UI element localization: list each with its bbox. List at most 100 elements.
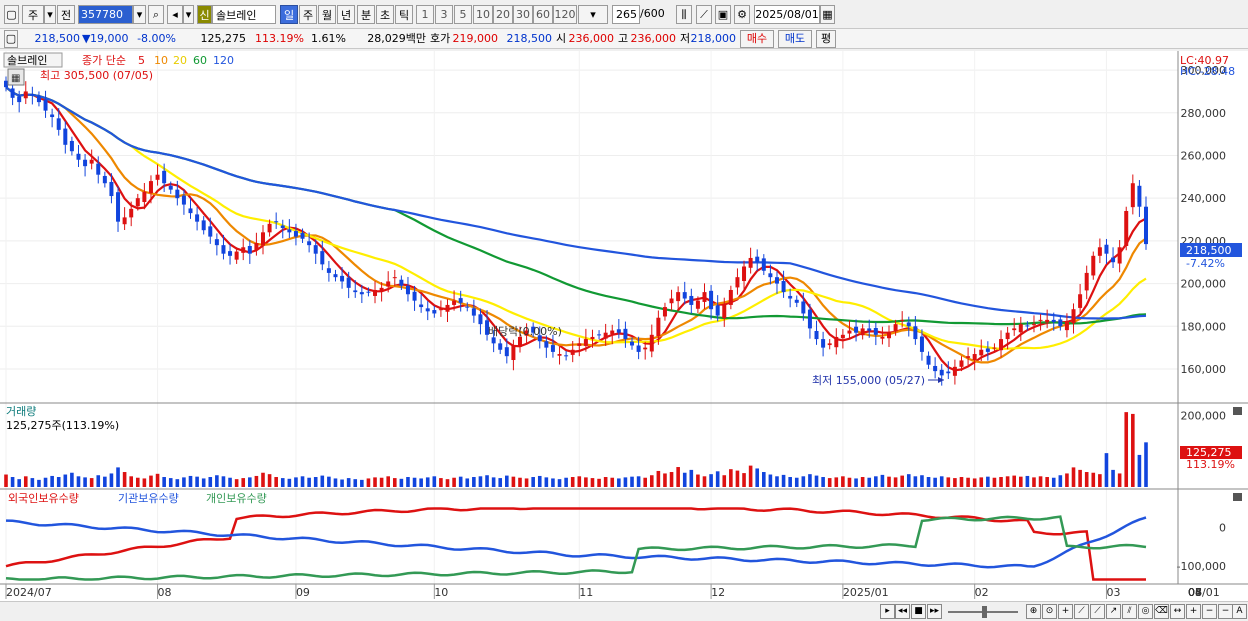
- interval-20[interactable]: 20: [493, 5, 513, 24]
- date-input[interactable]: 2025/08/01: [754, 5, 820, 24]
- font-size-icon[interactable]: A: [1232, 604, 1247, 619]
- chart-table-icon[interactable]: [7, 68, 25, 86]
- save-icon[interactable]: ▣: [715, 5, 731, 24]
- draw-tools-icon[interactable]: ⟋: [696, 5, 712, 24]
- candle-body: [50, 114, 55, 118]
- legend-stock-name[interactable]: 솔브레인: [7, 54, 47, 67]
- scroll-right-icon[interactable]: ▸: [880, 604, 895, 619]
- crosshair-icon[interactable]: +: [1058, 604, 1073, 619]
- legend-ma20[interactable]: 20: [173, 54, 187, 67]
- holding-line-0: [5, 507, 1146, 581]
- candle-body: [386, 281, 391, 287]
- pan-icon[interactable]: ↔: [1170, 604, 1185, 619]
- stock-code-input[interactable]: 357780: [78, 5, 133, 24]
- plus-icon[interactable]: +: [1186, 604, 1201, 619]
- zoom-in-icon[interactable]: ⊕: [1026, 604, 1041, 619]
- quote-toggle-icon[interactable]: ▢: [4, 30, 18, 48]
- interval-120[interactable]: 120: [553, 5, 577, 24]
- zoom-reset-icon[interactable]: ⊙: [1042, 604, 1057, 619]
- candle-body: [17, 96, 22, 103]
- candle-body: [854, 326, 859, 333]
- trendline-icon[interactable]: ⟋: [1074, 604, 1089, 619]
- candle-body: [1091, 255, 1096, 276]
- price-chart-svg[interactable]: 160,000180,000200,000220,000240,000260,0…: [0, 51, 1248, 601]
- period-type-select[interactable]: 주: [22, 5, 44, 24]
- candle-body: [919, 336, 924, 352]
- arrow-tool-icon[interactable]: ↗: [1106, 604, 1121, 619]
- buy-button[interactable]: 매수: [740, 30, 774, 48]
- candle-type-icon[interactable]: ⫼: [676, 5, 692, 24]
- legend-ma60[interactable]: 60: [193, 54, 207, 67]
- volume-bar: [524, 478, 529, 487]
- erase-icon[interactable]: ⌫: [1154, 604, 1169, 619]
- interval-30[interactable]: 30: [513, 5, 533, 24]
- jeon-button[interactable]: 전: [57, 5, 75, 24]
- fibo-icon[interactable]: ⟋: [1090, 604, 1105, 619]
- interval-10[interactable]: 10: [473, 5, 493, 24]
- legend-foreign[interactable]: 외국인보유수량: [8, 492, 79, 505]
- cycle-icon[interactable]: ◎: [1138, 604, 1153, 619]
- candle-body: [485, 320, 490, 335]
- tab-tick[interactable]: 틱: [395, 5, 413, 24]
- volume-bar: [83, 477, 87, 487]
- minus2-icon[interactable]: −: [1218, 604, 1233, 619]
- candle-body: [366, 291, 371, 293]
- tab-minute[interactable]: 분: [357, 5, 375, 24]
- speaker-dropdown-icon[interactable]: ▾: [183, 5, 194, 24]
- legend-institution[interactable]: 기관보유수량: [118, 492, 179, 505]
- interval-3[interactable]: 3: [435, 5, 453, 24]
- interval-60[interactable]: 60: [533, 5, 553, 24]
- tab-month[interactable]: 월: [318, 5, 336, 24]
- fast-forward-icon[interactable]: ▸▸: [927, 604, 942, 619]
- speaker-icon[interactable]: ◂: [167, 5, 183, 24]
- channel-icon[interactable]: ⫽: [1122, 604, 1137, 619]
- volume-bar: [860, 477, 865, 487]
- volume-bar: [656, 470, 661, 487]
- eval-button[interactable]: 평: [816, 30, 836, 48]
- volume-bar: [221, 476, 226, 487]
- tab-second[interactable]: 초: [376, 5, 394, 24]
- volume-title[interactable]: 거래량: [6, 405, 36, 418]
- volume-bar: [465, 478, 470, 487]
- legend-ma-label[interactable]: 종가 단순: [82, 54, 126, 67]
- stop-icon[interactable]: ■: [911, 604, 926, 619]
- holding-axis-tick: 0: [1219, 522, 1226, 535]
- candle-body: [419, 304, 424, 308]
- tab-week[interactable]: 주: [299, 5, 317, 24]
- tab-year[interactable]: 년: [337, 5, 355, 24]
- volume-bar: [162, 477, 166, 487]
- gear-icon[interactable]: ⚙: [734, 5, 750, 24]
- volume-panel-close-icon[interactable]: [1233, 407, 1242, 415]
- volume-bar: [208, 477, 213, 487]
- volume-bar: [636, 476, 641, 487]
- tab-day[interactable]: 일: [280, 5, 298, 24]
- legend-ma5[interactable]: 5: [138, 54, 145, 67]
- volume-bar: [234, 479, 239, 487]
- custom-interval-dropdown[interactable]: ▾: [578, 5, 608, 24]
- candle-body: [412, 291, 417, 301]
- stock-name-field[interactable]: 솔브레인: [212, 5, 276, 24]
- rewind-icon[interactable]: ◂◂: [895, 604, 910, 619]
- legend-ma10[interactable]: 10: [154, 54, 168, 67]
- candle-body: [867, 328, 872, 331]
- zoom-slider-handle[interactable]: [982, 606, 987, 618]
- minus-icon[interactable]: −: [1202, 604, 1217, 619]
- legend-ma120[interactable]: 120: [213, 54, 234, 67]
- candle-body: [913, 326, 918, 340]
- interval-5[interactable]: 5: [454, 5, 472, 24]
- calendar-icon[interactable]: ▦: [820, 5, 835, 24]
- interval-1[interactable]: 1: [416, 5, 434, 24]
- period-type-dropdown-icon[interactable]: ▾: [44, 5, 56, 24]
- holding-panel-close-icon[interactable]: [1233, 493, 1242, 501]
- candle-body: [260, 232, 265, 246]
- code-dropdown-icon[interactable]: ▾: [133, 5, 146, 24]
- count-input[interactable]: 265: [612, 5, 640, 24]
- volume-bar: [478, 476, 483, 487]
- sell-button[interactable]: 매도: [778, 30, 812, 48]
- search-icon[interactable]: ⌕: [148, 5, 164, 24]
- turnover: 1.61%: [311, 32, 346, 45]
- legend-individual[interactable]: 개인보유수량: [206, 492, 267, 505]
- window-icon[interactable]: ▢: [4, 5, 19, 24]
- volume-bar: [1032, 477, 1036, 487]
- candle-body: [887, 332, 892, 339]
